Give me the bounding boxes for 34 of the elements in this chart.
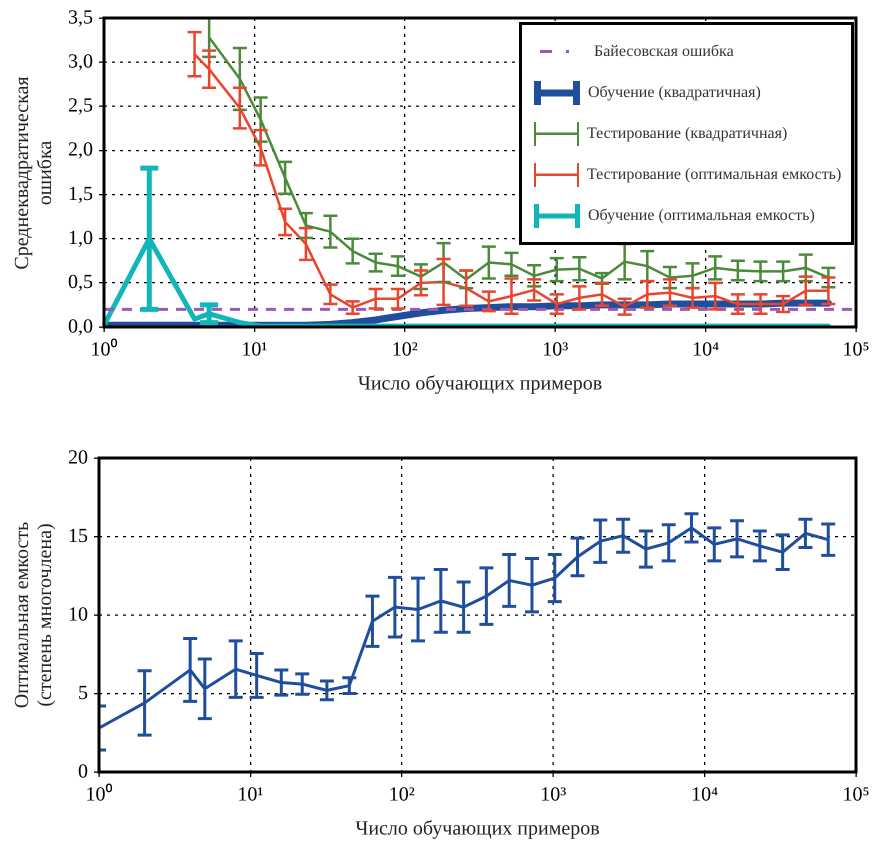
x-tick-label: 10⁴ (692, 338, 720, 360)
x-tick-label: 10⁰ (86, 782, 112, 806)
x-tick-label: 10³ (540, 783, 566, 806)
y-tick-label: 0,5 (68, 271, 93, 294)
x-axis-title: Число обучающих примеров (358, 372, 602, 394)
legend-label: Обучение (оптимальная емкость) (588, 206, 815, 224)
y-tick-label: 2,5 (68, 94, 93, 117)
y-axis-title: Среднеквадратическая ошибка (11, 74, 57, 272)
legend-label: Тестирование (оптимальная емкость) (587, 166, 842, 184)
legend-label: Обучение (квадратичная) (588, 84, 761, 102)
y-tick-label: 10 (68, 603, 88, 626)
legend-label: Тестирование (квадратичная) (587, 124, 788, 142)
x-tick-label: 10¹ (241, 338, 268, 360)
x-tick-label: 10⁴ (691, 783, 718, 806)
y-tick-label: 0 (78, 760, 88, 782)
x-tick-label: 10⁵ (842, 338, 870, 360)
y-tick-label: 15 (68, 524, 88, 547)
y-tick-label: 5 (78, 682, 88, 704)
y-tick-label: 2,0 (68, 138, 93, 161)
x-tick-label: 10¹ (237, 783, 264, 806)
y-tick-label: 1,0 (68, 226, 93, 249)
y-tick-label: 3,0 (68, 50, 93, 72)
y-tick-label: 20 (68, 446, 88, 468)
x-tick-label: 10⁵ (842, 783, 870, 806)
y-axis-title: Оптимальная емкость (степень многочлена) (11, 520, 57, 710)
x-axis-title: Число обучающих примеров (355, 817, 600, 840)
x-tick-label: 10² (392, 338, 418, 360)
x-tick-label: 10³ (542, 338, 568, 360)
x-tick-label: 10² (388, 783, 415, 806)
y-tick-label: 3,5 (68, 6, 93, 28)
y-tick-label: 1,5 (68, 182, 93, 205)
x-tick-label: 10⁰ (90, 337, 118, 360)
legend-label: Байесовская ошибка (594, 42, 734, 60)
y-tick-label: 0,0 (68, 315, 93, 338)
